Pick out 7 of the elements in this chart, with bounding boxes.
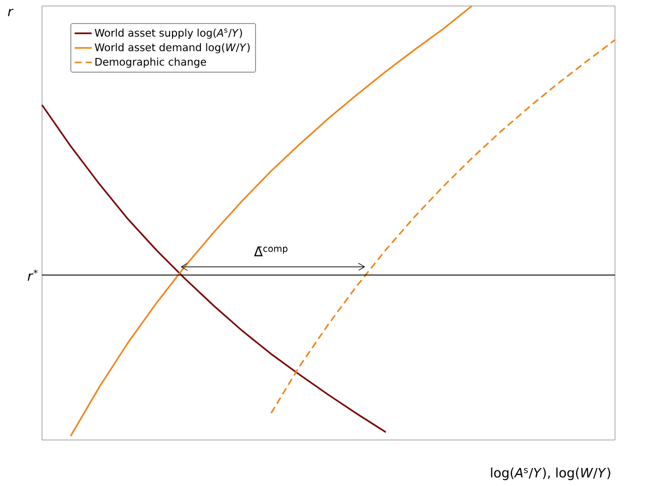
legend-label: Demographic change: [95, 58, 206, 68]
legend-label: World asset demand log(W/Y): [94, 43, 250, 54]
y-axis-title: r: [8, 8, 14, 16]
ref-line-label: r$^{*}$: [28, 270, 38, 281]
legend-label: World asset supply log(A$^{s}$/Y): [94, 28, 242, 39]
text: log(A$^{s}$/Y), log(W/Y): [491, 468, 610, 480]
annotation: Δ̄$^{comp}$: [254, 246, 288, 256]
